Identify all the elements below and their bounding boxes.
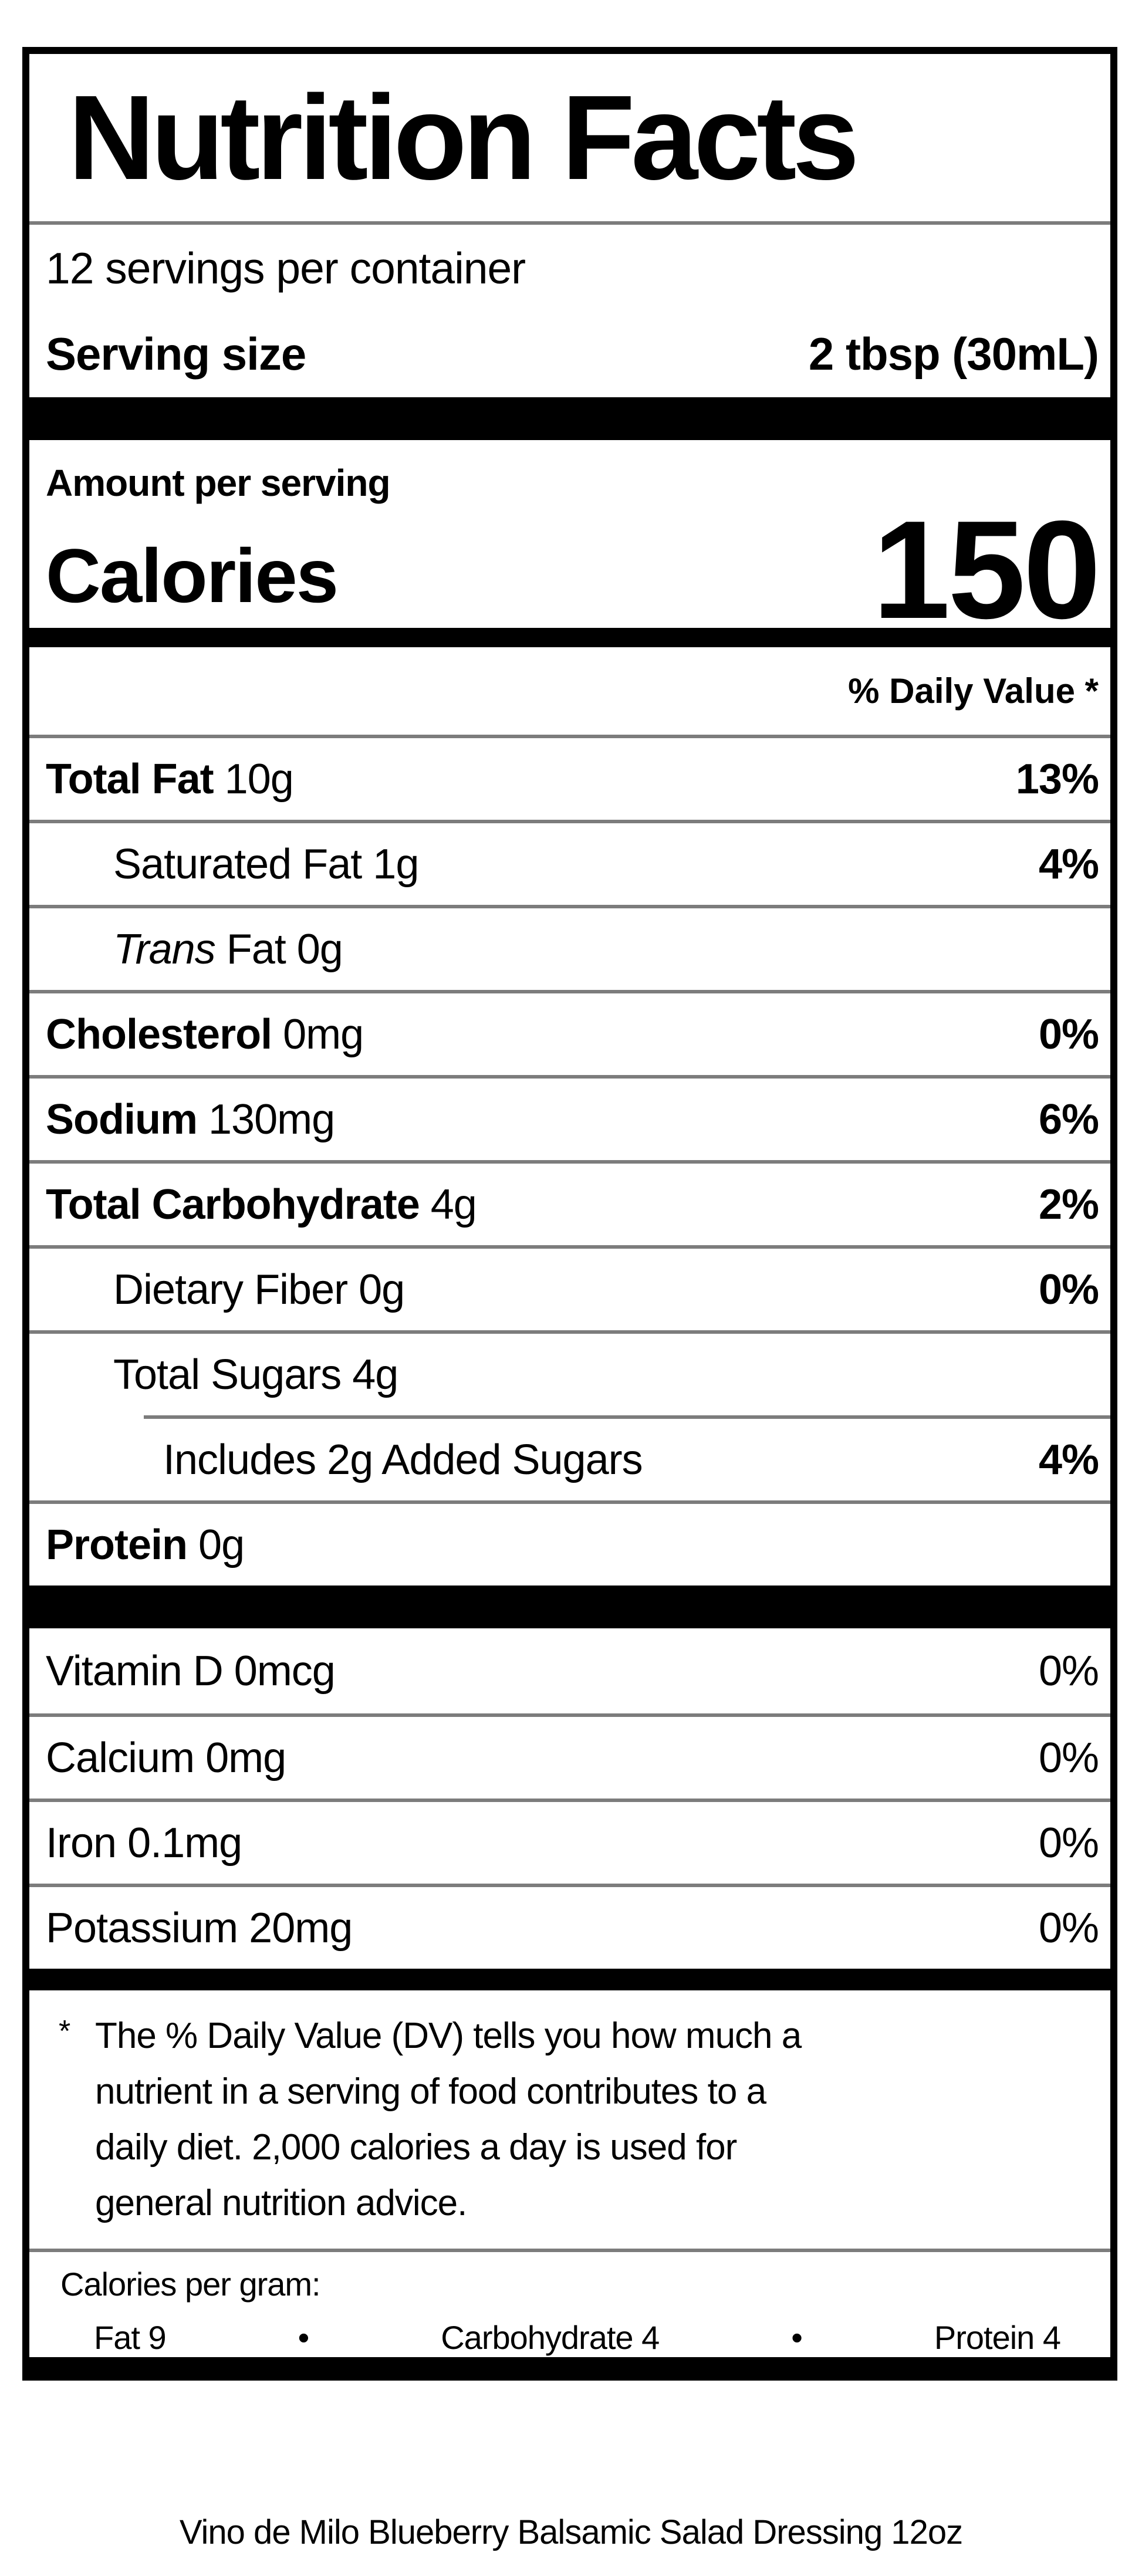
nutrient-label: Potassium 20mg	[46, 1904, 353, 1952]
nutrient-dv: 6%	[1038, 1096, 1099, 1143]
nutrient-label: Total Sugars 4g	[113, 1351, 398, 1398]
row-total-carbohydrate: Total Carbohydrate 4g 2%	[29, 1160, 1110, 1245]
daily-value-footnote: * The % Daily Value (DV) tells you how m…	[29, 1990, 1110, 2249]
calories-value: 150	[872, 492, 1101, 648]
nutrient-dv: 0%	[1038, 1819, 1099, 1867]
bullet-icon: •	[298, 2319, 310, 2356]
row-total-sugars: Total Sugars 4g	[29, 1330, 1110, 1415]
row-calcium: Calcium 0mg 0%	[29, 1713, 1110, 1799]
row-iron: Iron 0.1mg 0%	[29, 1799, 1110, 1884]
divider-above-calories-per-gram	[29, 2249, 1110, 2252]
row-dietary-fiber: Dietary Fiber 0g 0%	[29, 1245, 1110, 1330]
divider-under-title	[29, 221, 1110, 225]
nutrient-label: Protein 0g	[46, 1521, 245, 1568]
bullet-icon: •	[791, 2319, 803, 2356]
nutrient-dv: 4%	[1038, 1436, 1099, 1483]
daily-value-header-text: % Daily Value *	[848, 671, 1099, 711]
calories-row: Calories 150	[29, 492, 1110, 648]
nutrient-dv: 4%	[1038, 840, 1099, 888]
nutrient-label: Trans Fat 0g	[113, 925, 343, 973]
row-protein: Protein 0g	[29, 1500, 1110, 1586]
serving-size-value: 2 tbsp (30mL)	[808, 328, 1099, 380]
footnote-asterisk: *	[59, 2014, 71, 2048]
row-cholesterol: Cholesterol 0mg 0%	[29, 990, 1110, 1075]
row-sodium: Sodium 130mg 6%	[29, 1075, 1110, 1160]
macro-protein: Protein 4	[934, 2319, 1061, 2356]
row-trans-fat: Trans Fat 0g	[29, 905, 1110, 990]
nutrient-label: Iron 0.1mg	[46, 1819, 242, 1867]
nutrient-label: Calcium 0mg	[46, 1734, 286, 1781]
thick-separator-bar-top	[29, 397, 1110, 440]
nutrient-label: Dietary Fiber 0g	[113, 1266, 405, 1313]
serving-size-row: Serving size 2 tbsp (30mL)	[29, 311, 1110, 397]
row-potassium: Potassium 20mg 0%	[29, 1884, 1110, 1969]
nutrient-dv: 0%	[1038, 1266, 1099, 1313]
nutrient-label: Total Fat 10g	[46, 755, 294, 803]
thick-separator-bar-vitamins	[29, 1586, 1110, 1628]
calories-per-gram-label: Calories per gram:	[60, 2266, 321, 2303]
macro-carbohydrate: Carbohydrate 4	[441, 2319, 660, 2356]
macros-row: Fat 9 • Carbohydrate 4 • Protein 4	[29, 2303, 1110, 2357]
nutrient-dv: 13%	[1015, 755, 1099, 803]
label-title: Nutrition Facts	[68, 70, 859, 205]
macro-fat: Fat 9	[94, 2319, 167, 2356]
calories-label: Calories	[46, 533, 339, 618]
nutrient-label: Sodium 130mg	[46, 1096, 335, 1143]
row-total-fat: Total Fat 10g 13%	[29, 735, 1110, 820]
nutrient-dv: 0%	[1038, 1010, 1099, 1058]
nutrient-dv: 0%	[1038, 1647, 1099, 1695]
product-caption: Vino de Milo Blueberry Balsamic Salad Dr…	[179, 2513, 963, 2551]
nutrient-label: Cholesterol 0mg	[46, 1010, 364, 1058]
daily-value-header: % Daily Value *	[29, 647, 1110, 735]
serving-size-label: Serving size	[46, 328, 306, 380]
nutrient-dv: 2%	[1038, 1181, 1099, 1228]
thin-separator-bar-footnote	[29, 1969, 1110, 1990]
nutrient-dv: 0%	[1038, 1734, 1099, 1781]
nutrition-facts-label: Nutrition Facts 12 servings per containe…	[22, 47, 1117, 2381]
amount-per-serving-label: Amount per serving	[46, 462, 391, 504]
nutrient-dv: 0%	[1038, 1904, 1099, 1952]
nutrient-label: Vitamin D 0mcg	[46, 1647, 336, 1695]
row-saturated-fat: Saturated Fat 1g 4%	[29, 820, 1110, 905]
footnote-text: The % Daily Value (DV) tells you how muc…	[95, 2016, 802, 2223]
calories-per-gram-section: Calories per gram: Fat 9 • Carbohydrate …	[29, 2252, 1110, 2369]
nutrient-label: Total Carbohydrate 4g	[46, 1181, 477, 1228]
nutrient-label: Includes 2g Added Sugars	[163, 1436, 643, 1483]
indented-divider	[144, 1415, 1110, 1419]
servings-per-container: 12 servings per container	[46, 243, 526, 293]
row-vitamin-d: Vitamin D 0mcg 0%	[29, 1628, 1110, 1713]
row-added-sugars: Includes 2g Added Sugars 4%	[29, 1419, 1110, 1500]
nutrient-label: Saturated Fat 1g	[113, 840, 419, 888]
medium-separator-bar	[29, 628, 1110, 647]
